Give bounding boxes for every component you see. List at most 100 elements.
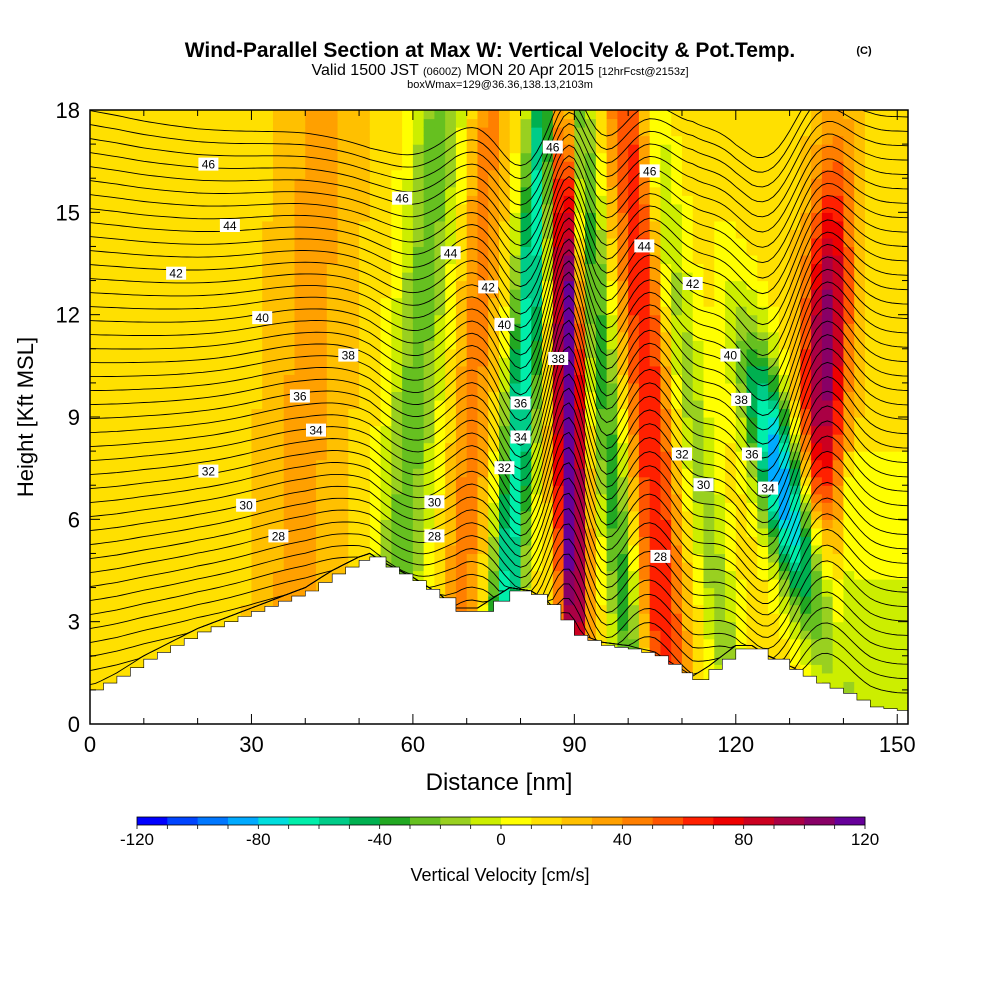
field-cell: [369, 510, 382, 520]
field-cell: [208, 391, 220, 401]
field-cell: [552, 280, 565, 290]
field-cell: [143, 272, 156, 282]
field-cell: [208, 272, 220, 282]
field-cell: [811, 229, 823, 239]
field-cell: [316, 289, 328, 299]
field-cell: [122, 544, 134, 555]
field-cell: [197, 135, 209, 145]
field-cell: [197, 365, 209, 375]
field-cell: [692, 408, 705, 418]
field-cell: [455, 314, 468, 324]
field-cell: [316, 169, 328, 179]
field-cell: [283, 459, 296, 469]
field-cell: [531, 127, 543, 137]
field-cell: [821, 272, 834, 282]
field-cell: [671, 536, 683, 546]
field-cell: [111, 272, 123, 282]
field-cell: [542, 493, 554, 503]
field-cell: [283, 127, 296, 137]
field-cell: [348, 118, 360, 128]
field-cell: [660, 186, 672, 196]
field-cell: [725, 425, 737, 435]
field-cell: [488, 297, 500, 307]
field-cell: [768, 314, 780, 324]
field-cell: [143, 110, 156, 120]
field-cell: [768, 613, 780, 623]
field-cell: [455, 553, 468, 563]
field-cell: [251, 417, 263, 427]
field-cell: [412, 570, 425, 580]
field-cell: [90, 510, 102, 520]
field-cell: [574, 289, 586, 299]
field-cell: [262, 459, 274, 469]
field-cell: [520, 323, 532, 333]
field-cell: [348, 229, 360, 239]
field-cell: [552, 510, 565, 520]
field-cell: [111, 135, 123, 145]
field-cell: [821, 246, 834, 256]
field-cell: [165, 459, 177, 469]
field-cell: [811, 553, 823, 563]
field-cell: [714, 408, 726, 418]
field-cell: [617, 561, 629, 572]
field-cell: [703, 382, 715, 393]
field-cell: [832, 553, 845, 563]
field-cell: [800, 144, 812, 154]
field-cell: [757, 237, 769, 248]
field-cell: [186, 144, 199, 154]
field-cell: [111, 664, 123, 674]
field-cell: [671, 579, 683, 589]
field-cell: [714, 272, 726, 282]
field-cell: [725, 451, 737, 461]
field-cell: [778, 468, 791, 478]
field-cell: [746, 391, 758, 401]
field-cell: [574, 323, 586, 333]
field-cell: [531, 306, 543, 316]
field-cell: [90, 408, 102, 418]
field-cell: [208, 237, 220, 248]
field-cell: [197, 357, 209, 367]
field-cell: [800, 561, 812, 572]
field-cell: [154, 621, 166, 631]
field-cell: [671, 647, 683, 657]
field-cell: [725, 604, 737, 614]
field-cell: [111, 493, 123, 503]
field-cell: [337, 289, 349, 299]
field-cell: [122, 297, 134, 307]
field-cell: [402, 561, 414, 572]
field-cell: [122, 110, 134, 120]
field-cell: [326, 476, 339, 486]
field-cell: [111, 169, 123, 179]
field-cell: [197, 203, 209, 213]
field-cell: [348, 169, 360, 179]
field-cell: [735, 357, 748, 367]
field-cell: [455, 476, 468, 486]
field-cell: [348, 254, 360, 265]
field-cell: [219, 135, 231, 145]
field-cell: [219, 229, 231, 239]
field-cell: [122, 152, 134, 162]
field-cell: [402, 186, 414, 196]
field-cell: [154, 417, 166, 427]
field-cell: [219, 169, 231, 179]
field-cell: [391, 365, 403, 375]
field-cell: [499, 118, 511, 128]
field-cell: [283, 425, 296, 435]
field-cell: [391, 502, 403, 512]
field-cell: [681, 289, 694, 299]
field-cell: [455, 536, 468, 546]
field-cell: [133, 382, 145, 393]
field-cell: [552, 323, 565, 333]
field-cell: [100, 382, 113, 393]
field-cell: [552, 135, 565, 145]
field-cell: [111, 391, 123, 401]
field-cell: [100, 186, 113, 196]
field-cell: [488, 476, 500, 486]
field-cell: [272, 306, 285, 316]
field-cell: [348, 417, 360, 427]
field-cell: [617, 297, 629, 307]
field-cell: [434, 340, 446, 350]
field-cell: [714, 621, 726, 631]
field-cell: [423, 374, 436, 384]
vertical-velocity-field: [90, 110, 908, 724]
